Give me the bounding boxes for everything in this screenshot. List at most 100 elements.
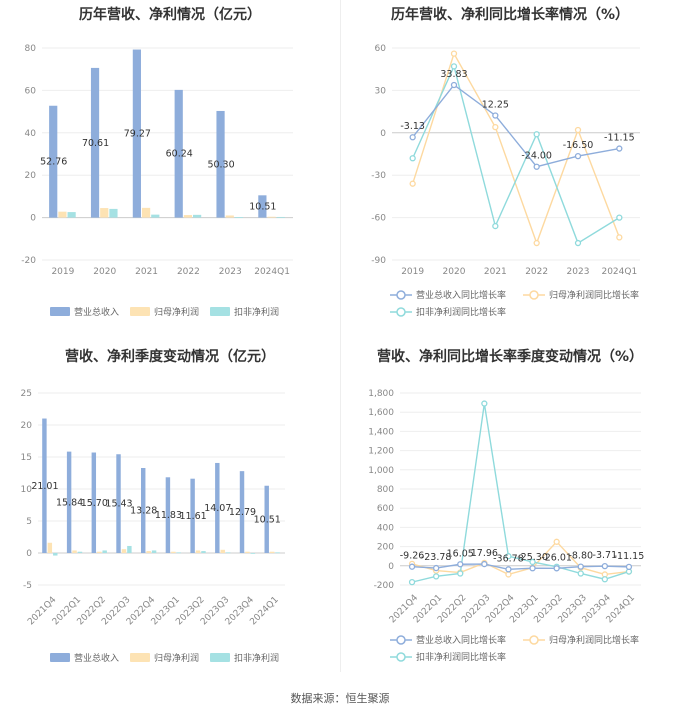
point — [450, 50, 458, 57]
bar — [225, 552, 231, 554]
legend-marker — [529, 635, 539, 645]
chart-title: 历年营收、净利同比增长率情况（%） — [390, 7, 630, 23]
point — [625, 563, 633, 571]
point — [481, 400, 488, 407]
point — [450, 81, 458, 89]
legend-swatch — [50, 307, 70, 316]
bar — [140, 468, 146, 553]
point — [553, 538, 560, 545]
legend-label: 扣非净利润同比增长率 — [416, 651, 506, 663]
data-label: 15.70 — [81, 498, 108, 509]
bar — [264, 485, 269, 553]
x-tick-label: 2022 — [525, 267, 548, 277]
point — [492, 123, 499, 131]
y-tick-label: 0 — [30, 214, 36, 224]
y-tick-label: -200 — [374, 581, 395, 591]
chart-title: 营收、净利同比增长率季度变动情况（%） — [376, 349, 644, 365]
bar — [49, 105, 58, 218]
bar — [91, 452, 97, 553]
data-source: 数据来源：恒生聚源 — [290, 692, 390, 705]
y-tick-label: 20 — [21, 421, 33, 431]
bar — [121, 549, 127, 553]
y-tick-label: 0 — [380, 129, 386, 139]
series-line — [411, 540, 630, 576]
legend-label: 营业总收入同比增长率 — [416, 634, 506, 646]
data-label: 15.43 — [105, 499, 132, 510]
y-tick-label: 60 — [375, 44, 387, 54]
data-label: -8.80 — [568, 551, 593, 562]
data-label: -9.26 — [400, 551, 425, 562]
data-label: 11.61 — [180, 511, 207, 522]
bar — [239, 471, 245, 553]
data-label: -3.71 — [593, 550, 618, 561]
point — [533, 239, 540, 247]
y-tick-label: 1,400 — [368, 427, 394, 437]
bar — [100, 208, 109, 218]
bar — [258, 195, 267, 218]
data-label: 79.27 — [124, 129, 151, 140]
bar — [72, 550, 77, 553]
data-label: -25.30 — [517, 552, 548, 563]
data-label: 10.51 — [254, 514, 281, 525]
series-line — [411, 51, 620, 246]
x-tick-label: 2020 — [443, 267, 466, 277]
bar — [127, 545, 132, 553]
series-line — [411, 403, 630, 583]
data-label: -11.15 — [604, 133, 635, 144]
bar — [151, 214, 160, 218]
point — [505, 553, 512, 560]
quarterly-revenue-profit-chart: -505101520252021Q42022Q12022Q22022Q32022… — [21, 389, 285, 664]
bar — [102, 550, 107, 553]
bar — [276, 216, 285, 218]
data-label: -3.13 — [400, 121, 425, 132]
quarterly-growth-chart: -200 0 200 400 600 800 1,000 1,200 1,400 1,600 1,8… — [368, 389, 644, 663]
data-label: 13.28 — [130, 506, 157, 517]
y-tick-label: -90 — [371, 256, 386, 266]
chart-title: 历年营收、净利情况（亿元） — [79, 7, 261, 23]
point — [577, 570, 584, 577]
legend-label: 扣非净利润 — [234, 306, 279, 318]
legend-swatch — [130, 307, 150, 316]
point — [601, 576, 609, 583]
x-tick-label: 2021 — [135, 267, 158, 277]
legend-label: 扣非净利润 — [234, 652, 279, 664]
data-label: 10.51 — [249, 201, 276, 212]
point — [409, 180, 416, 187]
x-tick-label: 2019 — [401, 267, 424, 277]
y-tick-label: 30 — [375, 86, 387, 96]
x-tick-label: 2020 — [93, 267, 116, 277]
data-label: -23.78 — [421, 552, 452, 563]
point — [409, 134, 416, 141]
data-label: 15.84 — [56, 497, 83, 508]
data-label: -26.01 — [541, 552, 572, 563]
legend-marker — [396, 652, 406, 662]
legend-swatch — [210, 653, 230, 662]
bar — [109, 208, 118, 218]
point — [601, 563, 609, 570]
point — [408, 578, 416, 586]
point — [505, 571, 512, 578]
y-tick-label: 600 — [377, 504, 394, 514]
data-label: 52.76 — [40, 157, 67, 168]
bar — [90, 67, 100, 218]
legend-label: 营业总收入同比增长率 — [416, 289, 506, 301]
series-line — [412, 563, 629, 571]
bar — [275, 552, 280, 554]
point — [529, 565, 536, 572]
bar — [171, 551, 176, 553]
y-tick-label: 800 — [377, 485, 394, 495]
bar — [190, 478, 195, 553]
bar — [141, 207, 151, 218]
data-label: 12.25 — [482, 99, 509, 110]
y-tick-label: 200 — [377, 543, 394, 553]
bar — [47, 542, 53, 553]
point — [529, 558, 536, 566]
bar — [245, 551, 250, 553]
point — [533, 131, 540, 138]
point — [450, 63, 458, 70]
y-tick-label: 15 — [21, 453, 32, 463]
bar — [165, 477, 171, 553]
bar — [216, 110, 225, 218]
y-tick-label: 1,000 — [368, 466, 394, 476]
bar — [132, 49, 141, 218]
